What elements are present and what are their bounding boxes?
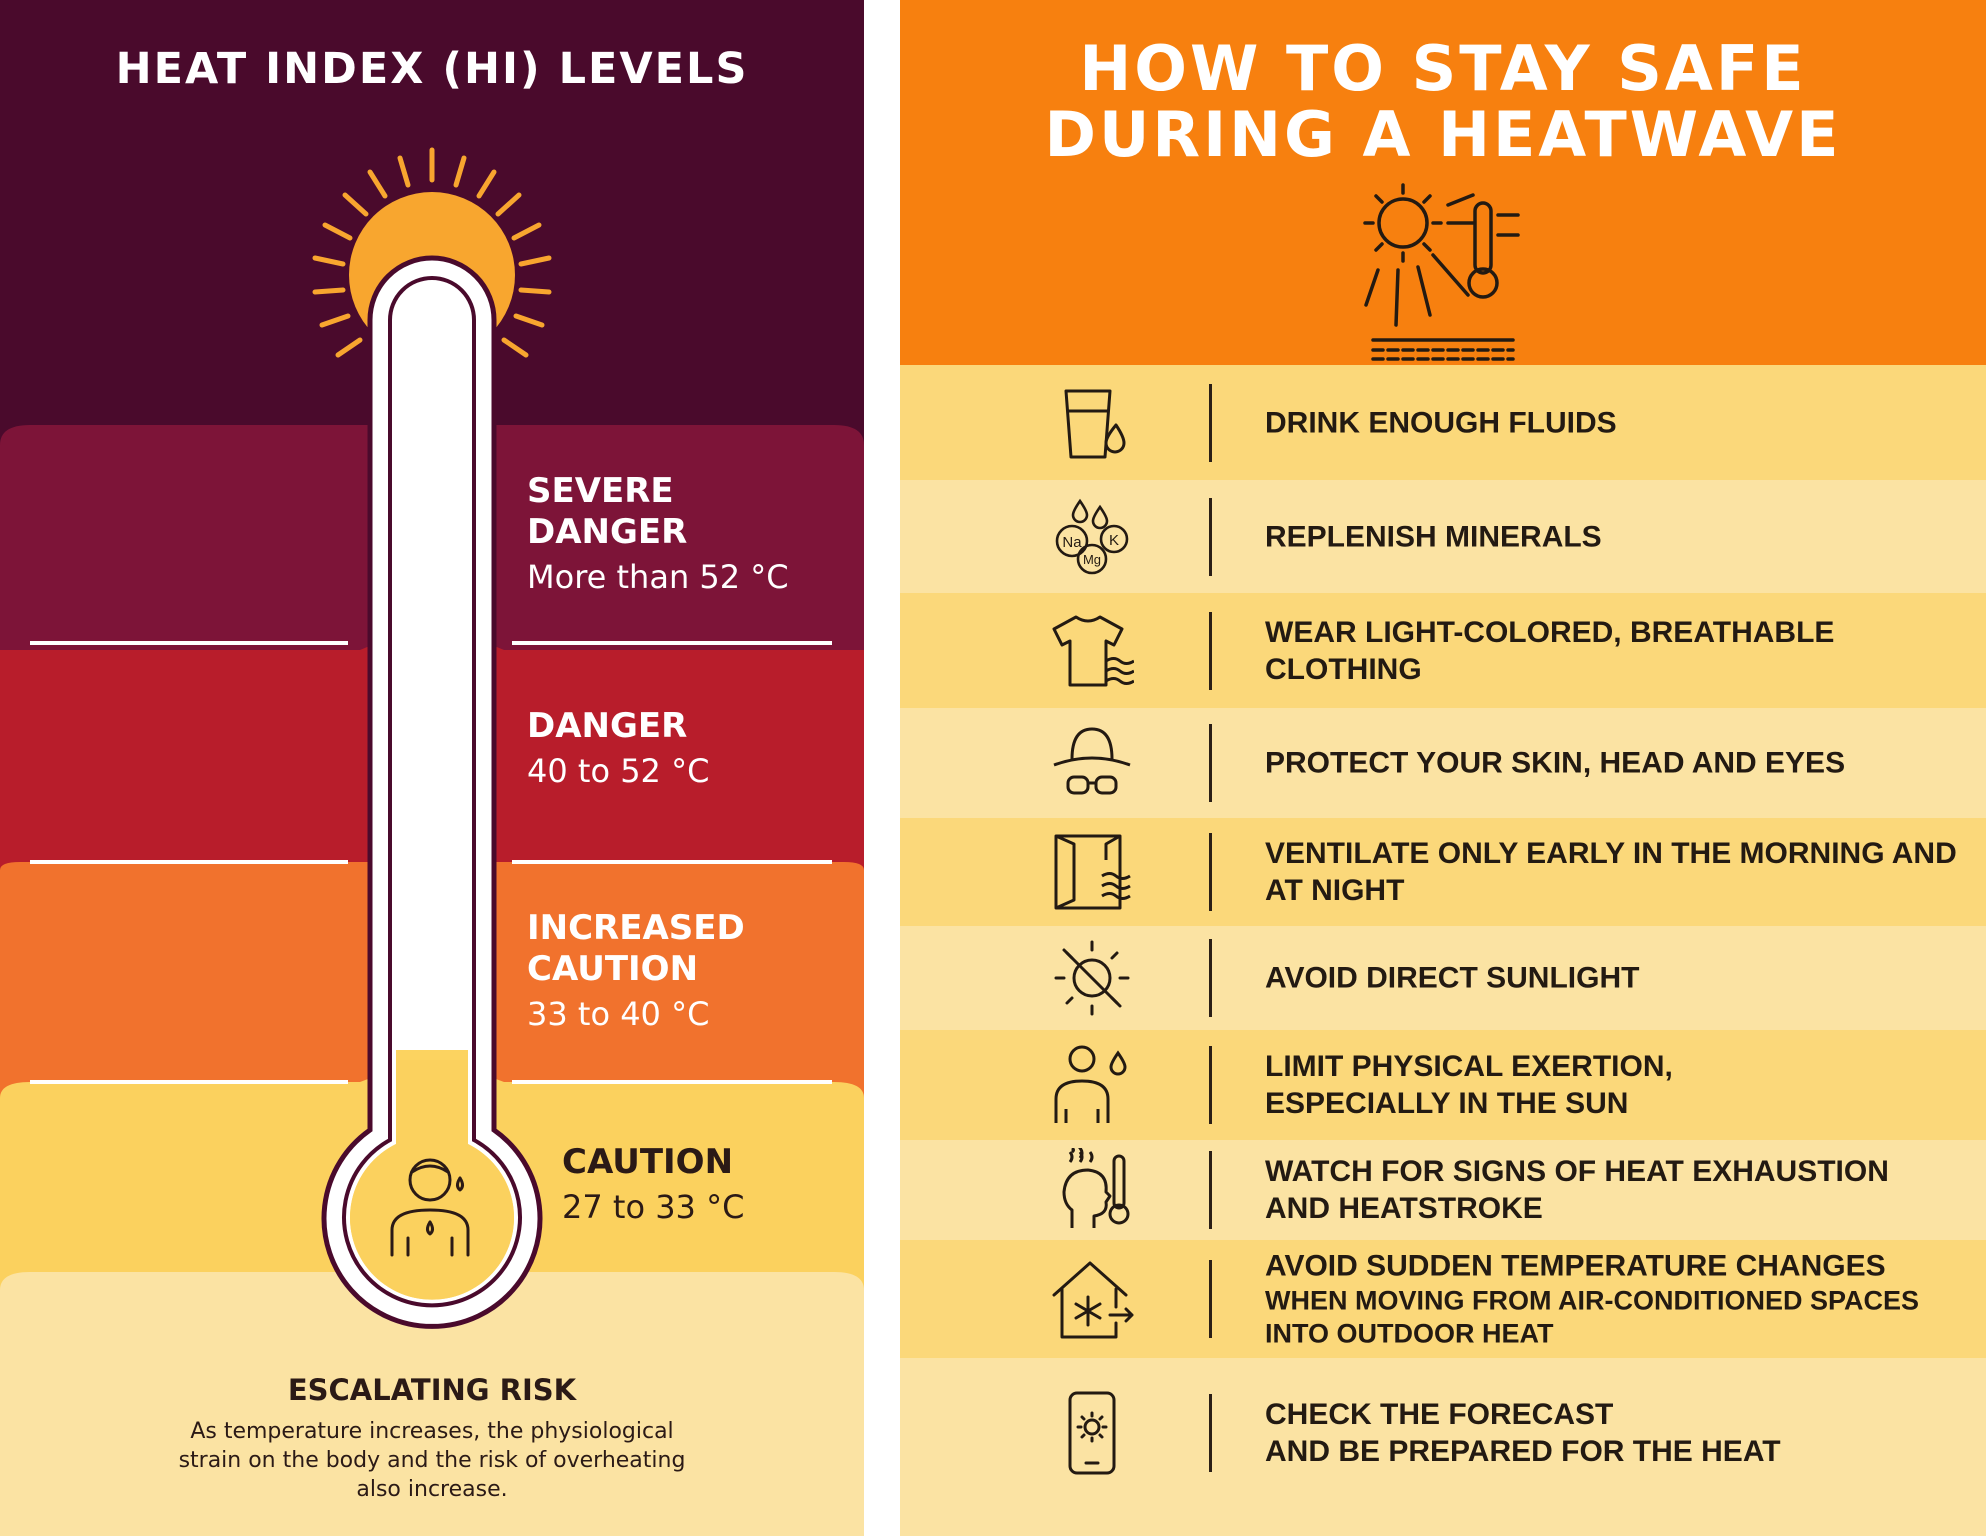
tip-divider xyxy=(1209,383,1212,462)
tip-text-line1: AVOID SUDDEN TEMPERATURE CHANGES xyxy=(1265,1249,1886,1283)
safety-title: HOW TO STAY SAFE DURING A HEATWAVE xyxy=(900,36,1986,168)
tip-row: CHECK THE FORECAST AND BE PREPARED FOR TH… xyxy=(900,1358,1986,1536)
heatwave-safety-panel: HOW TO STAY SAFE DURING A HEATWAVE xyxy=(900,0,1986,1536)
safety-title-line2: DURING A HEATWAVE xyxy=(1044,98,1842,171)
tip-row: PROTECT YOUR SKIN, HEAD AND EYES xyxy=(900,708,1986,818)
level-danger: DANGER 40 to 52 °C xyxy=(527,706,827,792)
head-thermometer-icon xyxy=(1062,1148,1130,1228)
tip-text-line2: ESPECIALLY IN THE SUN xyxy=(1265,1087,1629,1120)
tip-row: AVOID DIRECT SUNLIGHT xyxy=(900,926,1986,1030)
tip-divider xyxy=(1209,939,1212,1017)
heat-index-background xyxy=(0,0,864,1536)
sweating-person-thermometer-icon xyxy=(400,693,464,777)
tip-row: WEAR LIGHT-COLORED, BREATHABLE CLOTHING xyxy=(900,593,1986,708)
tip-divider xyxy=(1209,497,1212,576)
hat-sunglasses-icon xyxy=(1053,727,1131,795)
tip-row: LIMIT PHYSICAL EXERTION, ESPECIALLY IN TH… xyxy=(900,1030,1986,1140)
mineral-label-k: K xyxy=(1109,532,1119,549)
level-name: SEVERE DANGER xyxy=(527,471,688,552)
heat-index-panel: HEAT INDEX (HI) LEVELS SEVERE DANGER Mor… xyxy=(0,0,864,1536)
house-snowflake-icon xyxy=(1052,1261,1134,1339)
tip-text-line2: WHEN MOVING FROM AIR-CONDITIONED SPACES xyxy=(1265,1285,1919,1316)
mineral-label-na: Na xyxy=(1062,534,1082,551)
level-increased-caution: INCREASED CAUTION 33 to 40 °C xyxy=(527,908,787,1035)
level-range: 33 to 40 °C xyxy=(527,995,710,1033)
safety-header: HOW TO STAY SAFE DURING A HEATWAVE xyxy=(900,0,1986,365)
level-range: 27 to 33 °C xyxy=(562,1188,745,1226)
overheated-person-icon xyxy=(396,913,464,997)
tip-text-line1: LIMIT PHYSICAL EXERTION, xyxy=(1265,1050,1673,1083)
level-severe-danger: SEVERE DANGER More than 52 °C xyxy=(527,471,827,598)
tip-text-line2: AND HEATSTROKE xyxy=(1265,1192,1543,1225)
tip-row: Na Mg K REPLENISH MINERALS xyxy=(900,480,1986,593)
window-air-icon xyxy=(1054,834,1131,910)
level-name: DANGER xyxy=(527,706,688,746)
sun-thermometer-icon xyxy=(1363,183,1520,361)
level-name: INCREASED CAUTION xyxy=(527,908,745,989)
tip-text: WEAR LIGHT-COLORED, BREATHABLE CLOTHING xyxy=(1265,615,1835,686)
tip-text: AVOID SUDDEN TEMPERATURE CHANGES WHEN MOV… xyxy=(1265,1248,1975,1351)
tip-text: WATCH FOR SIGNS OF HEAT EXHAUSTION AND HE… xyxy=(1265,1153,1975,1227)
tip-row: WATCH FOR SIGNS OF HEAT EXHAUSTION AND HE… xyxy=(900,1140,1986,1240)
tip-divider xyxy=(1209,1151,1212,1229)
tshirt-icon xyxy=(1052,615,1134,686)
exertion-person-icon xyxy=(1054,1045,1127,1123)
mineral-label-mg: Mg xyxy=(1083,552,1101,567)
tip-divider xyxy=(1209,724,1212,802)
tip-text-line1: WATCH FOR SIGNS OF HEAT EXHAUSTION xyxy=(1265,1155,1889,1188)
minerals-icon: Na Mg K xyxy=(1055,498,1129,574)
tip-text-line2: AND BE PREPARED FOR THE HEAT xyxy=(1265,1434,1781,1468)
safety-title-line1: HOW TO STAY SAFE xyxy=(1079,32,1807,105)
level-range: 40 to 52 °C xyxy=(527,752,710,790)
tip-text: PROTECT YOUR SKIN, HEAD AND EYES xyxy=(1265,746,1846,780)
tip-text: REPLENISH MINERALS xyxy=(1265,520,1602,553)
level-caution: CAUTION 27 to 33 °C xyxy=(562,1142,862,1228)
tip-text: VENTILATE ONLY EARLY IN THE MORNING AND … xyxy=(1265,837,1957,907)
tip-text-line3: INTO OUTDOOR HEAT xyxy=(1265,1318,1554,1349)
tip-text: CHECK THE FORECAST AND BE PREPARED FOR TH… xyxy=(1265,1396,1975,1470)
escalating-risk-note: ESCALATING RISK As temperature increases… xyxy=(0,1373,864,1504)
level-name: CAUTION xyxy=(562,1142,734,1182)
risk-title: ESCALATING RISK xyxy=(287,1373,577,1407)
sweating-person-icon xyxy=(390,1158,470,1257)
tip-divider xyxy=(1209,833,1212,911)
tip-divider xyxy=(1209,611,1212,690)
tip-text: LIMIT PHYSICAL EXERTION, ESPECIALLY IN TH… xyxy=(1265,1048,1975,1122)
glass-water-icon xyxy=(1064,389,1126,458)
phone-sun-icon xyxy=(1068,1391,1116,1475)
tip-row: DRINK ENOUGH FLUIDS xyxy=(900,365,1986,480)
no-sun-icon xyxy=(1054,940,1130,1016)
tip-text: AVOID DIRECT SUNLIGHT xyxy=(1265,961,1640,995)
thermometer-icon xyxy=(321,255,543,1329)
tip-row: AVOID SUDDEN TEMPERATURE CHANGES WHEN MOV… xyxy=(900,1240,1986,1358)
level-range: More than 52 °C xyxy=(527,558,789,596)
tip-divider xyxy=(1209,1393,1212,1472)
tip-text-line1: CHECK THE FORECAST xyxy=(1265,1397,1614,1431)
risk-description: As temperature increases, the physiologi… xyxy=(178,1419,686,1502)
tip-row: VENTILATE ONLY EARLY IN THE MORNING AND … xyxy=(900,818,1986,926)
tip-text: DRINK ENOUGH FLUIDS xyxy=(1265,406,1617,439)
tip-divider xyxy=(1209,1046,1212,1124)
heatstroke-person-icon xyxy=(393,454,466,557)
heat-index-title: HEAT INDEX (HI) LEVELS xyxy=(115,44,749,94)
tip-divider xyxy=(1209,1260,1212,1338)
